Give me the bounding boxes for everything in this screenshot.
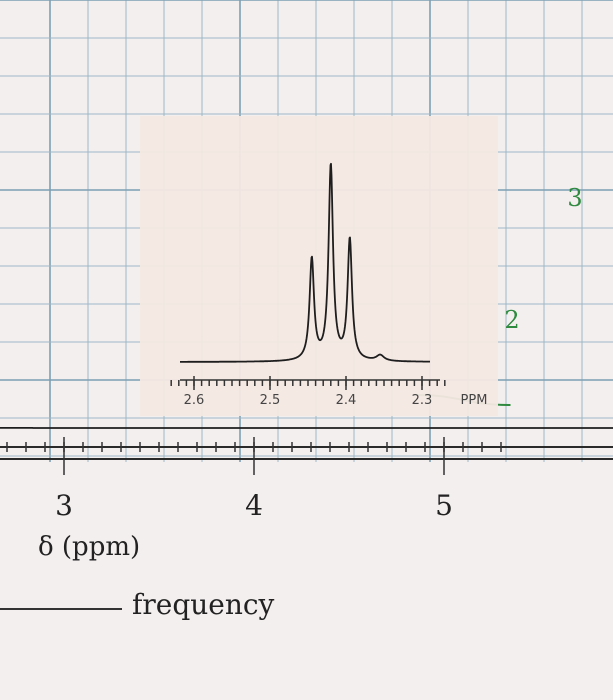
inset-x-axis-unit: PPM — [461, 393, 488, 408]
inset-background — [140, 116, 498, 416]
integral-label: 3 — [567, 184, 582, 212]
inset-spectrum: 2.6 2.5 2.4 2.3 PPM — [140, 116, 498, 416]
x-axis-title: δ (ppm) — [38, 532, 141, 562]
inset-x-tick-label: 2.4 — [336, 393, 357, 408]
frequency-arrow-line — [0, 608, 122, 610]
integral-label: 2 — [504, 306, 519, 334]
x-tick-label: 5 — [435, 489, 453, 522]
inset-x-tick-label: 2.3 — [412, 393, 433, 408]
inset-trace — [179, 162, 431, 363]
inset-x-tick-label: 2.6 — [184, 393, 205, 408]
x-tick-label: 3 — [55, 489, 73, 522]
inset-x-tick-label: 2.5 — [260, 393, 281, 408]
main-spectrum: 5 4 3 2 3 — [0, 184, 613, 522]
frequency-label: frequency — [132, 588, 275, 621]
x-tick-label: 4 — [245, 489, 263, 522]
